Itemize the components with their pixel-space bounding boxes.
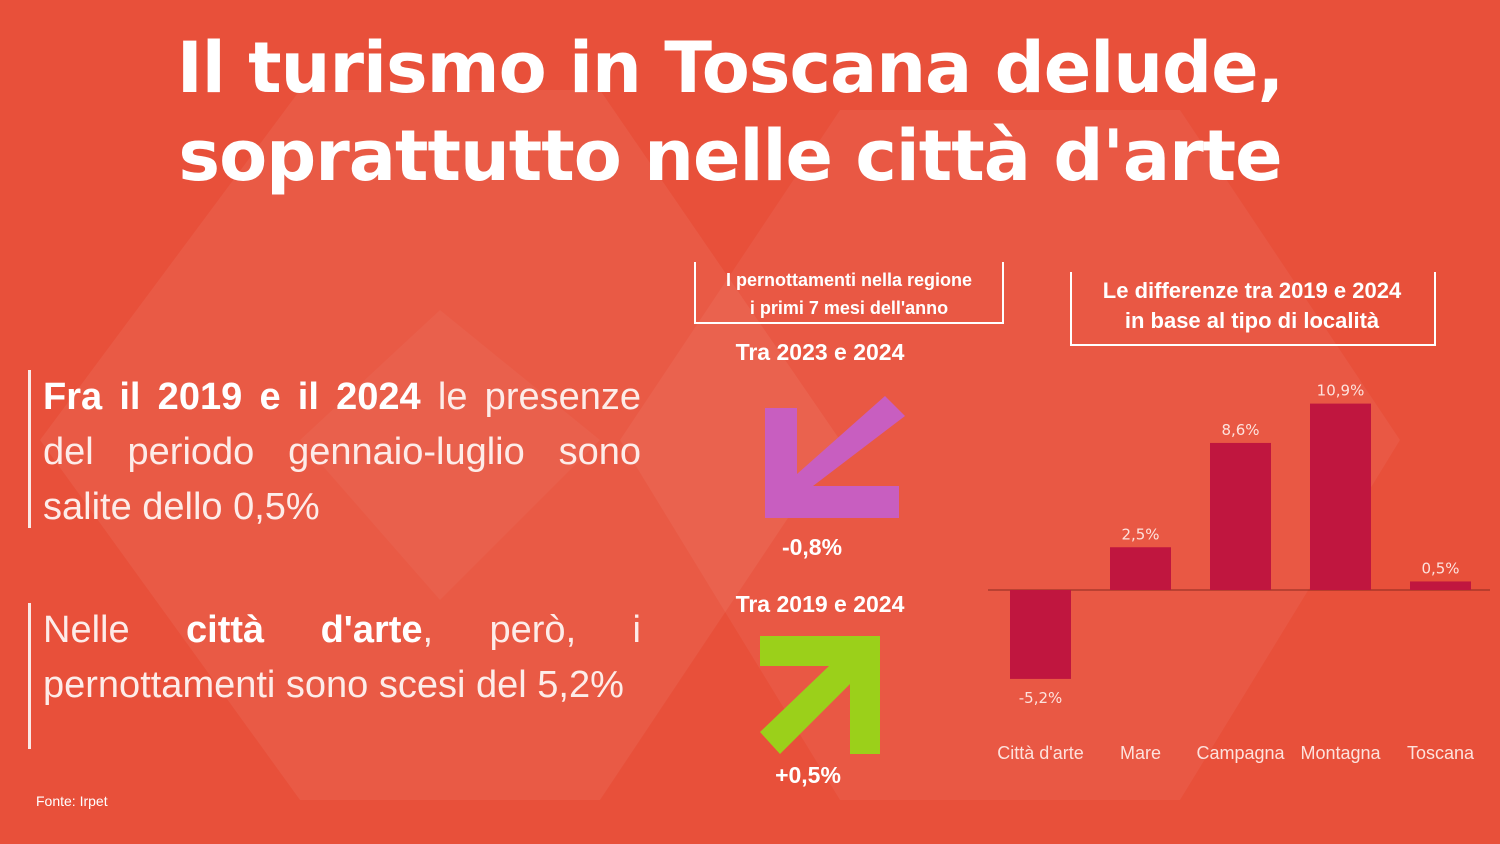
change-2019-2024-value: +0,5% bbox=[775, 762, 841, 788]
category-label-0: Città d'arte bbox=[997, 743, 1083, 763]
arrow-down-left-icon bbox=[765, 396, 905, 518]
category-label-4: Toscana bbox=[1407, 743, 1475, 763]
period-2023-2024: Tra 2023 e 2024 bbox=[735, 339, 905, 365]
chart-title-line-2: in base al tipo di località bbox=[1124, 308, 1380, 333]
regional-label-line-2: i primi 7 mesi dell'anno bbox=[749, 298, 949, 318]
arrow-up-right-icon bbox=[760, 636, 880, 754]
source-note: Fonte: Irpet bbox=[36, 793, 108, 809]
summary-text-1: Fra il 2019 e il 2024 le presenze del pe… bbox=[28, 370, 641, 528]
summary-text-2: Nelle città d'arte, però, i pernottament… bbox=[28, 603, 641, 749]
bar-value-label-0: -5,2% bbox=[1019, 689, 1063, 707]
bar-value-label-2: 8,6% bbox=[1221, 421, 1259, 439]
bar-3 bbox=[1310, 403, 1371, 590]
bar-value-label-1: 2,5% bbox=[1121, 525, 1159, 543]
bar-value-label-4: 0,5% bbox=[1421, 559, 1459, 577]
summary-2-bold: città d'arte bbox=[186, 609, 423, 651]
change-2023-2024-value: -0,8% bbox=[781, 534, 843, 560]
category-label-2: Campagna bbox=[1196, 743, 1285, 763]
bar-4 bbox=[1410, 581, 1471, 590]
left-box-bracket bbox=[694, 262, 1004, 324]
bar-1 bbox=[1110, 547, 1171, 590]
summary-2-pre: Nelle bbox=[43, 609, 187, 651]
category-label-3: Montagna bbox=[1300, 743, 1381, 763]
regional-label-line-1: I pernottamenti nella regione bbox=[725, 270, 973, 290]
bar-2 bbox=[1210, 442, 1271, 590]
title-line-2: soprattutto nelle città d'arte bbox=[178, 115, 1282, 197]
regional-overnights-label: I pernottamenti nella regione i primi 7 … bbox=[695, 266, 1003, 322]
summary-2-rest: , però, i pernottamenti sono scesi del 5… bbox=[43, 609, 641, 706]
bar-0 bbox=[1010, 590, 1071, 679]
page-title: Il turismo in Toscana delude, soprattutt… bbox=[0, 24, 1460, 200]
category-label-1: Mare bbox=[1120, 743, 1161, 763]
right-box-bracket bbox=[1070, 272, 1436, 346]
period-2019-2024: Tra 2019 e 2024 bbox=[735, 591, 905, 617]
summary-1-bold: Fra il 2019 e il 2024 bbox=[43, 376, 421, 418]
summary-1-rest: le presenze del periodo gennaio-luglio s… bbox=[43, 376, 642, 528]
chart-title-line-1: Le differenze tra 2019 e 2024 bbox=[1102, 278, 1402, 303]
title-line-1: Il turismo in Toscana delude, bbox=[176, 27, 1284, 109]
bar-value-label-3: 10,9% bbox=[1317, 382, 1365, 400]
chart-title: Le differenze tra 2019 e 2024 in base al… bbox=[1072, 276, 1432, 336]
